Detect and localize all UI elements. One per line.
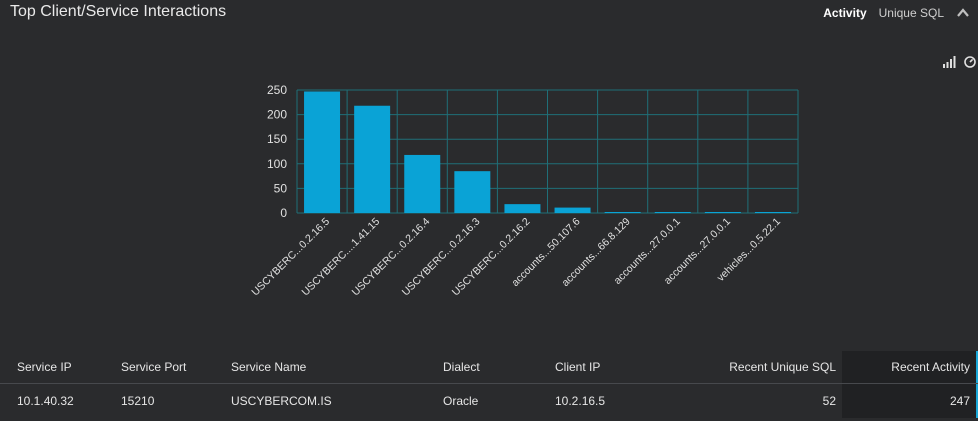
cell-dialect: Oracle — [443, 394, 479, 408]
view-tabs: Activity Unique SQL — [823, 6, 970, 20]
interactions-bar-chart: 050100150200250USCYBERC...0.2.16.5USCYBE… — [249, 83, 799, 298]
column-header-recent-unique-sql[interactable]: Recent Unique SQL — [729, 360, 836, 374]
interactions-table: Service IP Service Port Service Name Dia… — [0, 351, 978, 418]
bar[interactable] — [354, 105, 391, 213]
bar[interactable] — [754, 212, 791, 213]
cell-client-ip: 10.2.16.5 — [555, 394, 606, 408]
column-header-service-name[interactable]: Service Name — [231, 360, 307, 374]
table-row[interactable]: 10.1.40.32 15210 USCYBERCOM.IS Oracle 10… — [0, 384, 978, 418]
bar[interactable] — [704, 212, 741, 213]
bar[interactable] — [604, 212, 641, 213]
bar[interactable] — [304, 91, 341, 213]
tab-activity[interactable]: Activity — [823, 6, 867, 20]
cell-service-port: 15210 — [121, 394, 155, 408]
cell-service-name: USCYBERCOM.IS — [231, 394, 332, 408]
y-tick-label: 200 — [267, 108, 287, 122]
y-tick-label: 250 — [267, 83, 287, 97]
gauge-icon[interactable] — [964, 56, 976, 68]
bar[interactable] — [504, 204, 541, 213]
column-header-service-ip[interactable]: Service IP — [17, 360, 72, 374]
cell-recent-activity: 247 — [842, 384, 978, 418]
chevron-up-icon[interactable] — [956, 6, 970, 20]
cell-recent-unique-sql: 52 — [822, 394, 836, 408]
bar[interactable] — [554, 207, 591, 213]
cell-service-ip: 10.1.40.32 — [17, 394, 74, 408]
column-header-recent-activity[interactable]: Recent Activity — [842, 351, 978, 383]
tab-unique-sql[interactable]: Unique SQL — [878, 6, 944, 20]
y-tick-label: 100 — [267, 157, 287, 171]
column-header-dialect[interactable]: Dialect — [443, 360, 480, 374]
chart-tools — [943, 56, 976, 68]
bar[interactable] — [454, 171, 491, 213]
y-tick-label: 50 — [274, 181, 288, 195]
table-header-row: Service IP Service Port Service Name Dia… — [0, 351, 978, 384]
bar[interactable] — [404, 154, 441, 213]
y-tick-label: 0 — [280, 206, 287, 220]
y-tick-label: 150 — [267, 132, 287, 146]
column-header-client-ip[interactable]: Client IP — [555, 360, 601, 374]
column-header-service-port[interactable]: Service Port — [121, 360, 187, 374]
bar[interactable] — [654, 212, 691, 213]
widget-title: Top Client/Service Interactions — [10, 3, 227, 20]
bar-chart-icon[interactable] — [943, 56, 956, 68]
